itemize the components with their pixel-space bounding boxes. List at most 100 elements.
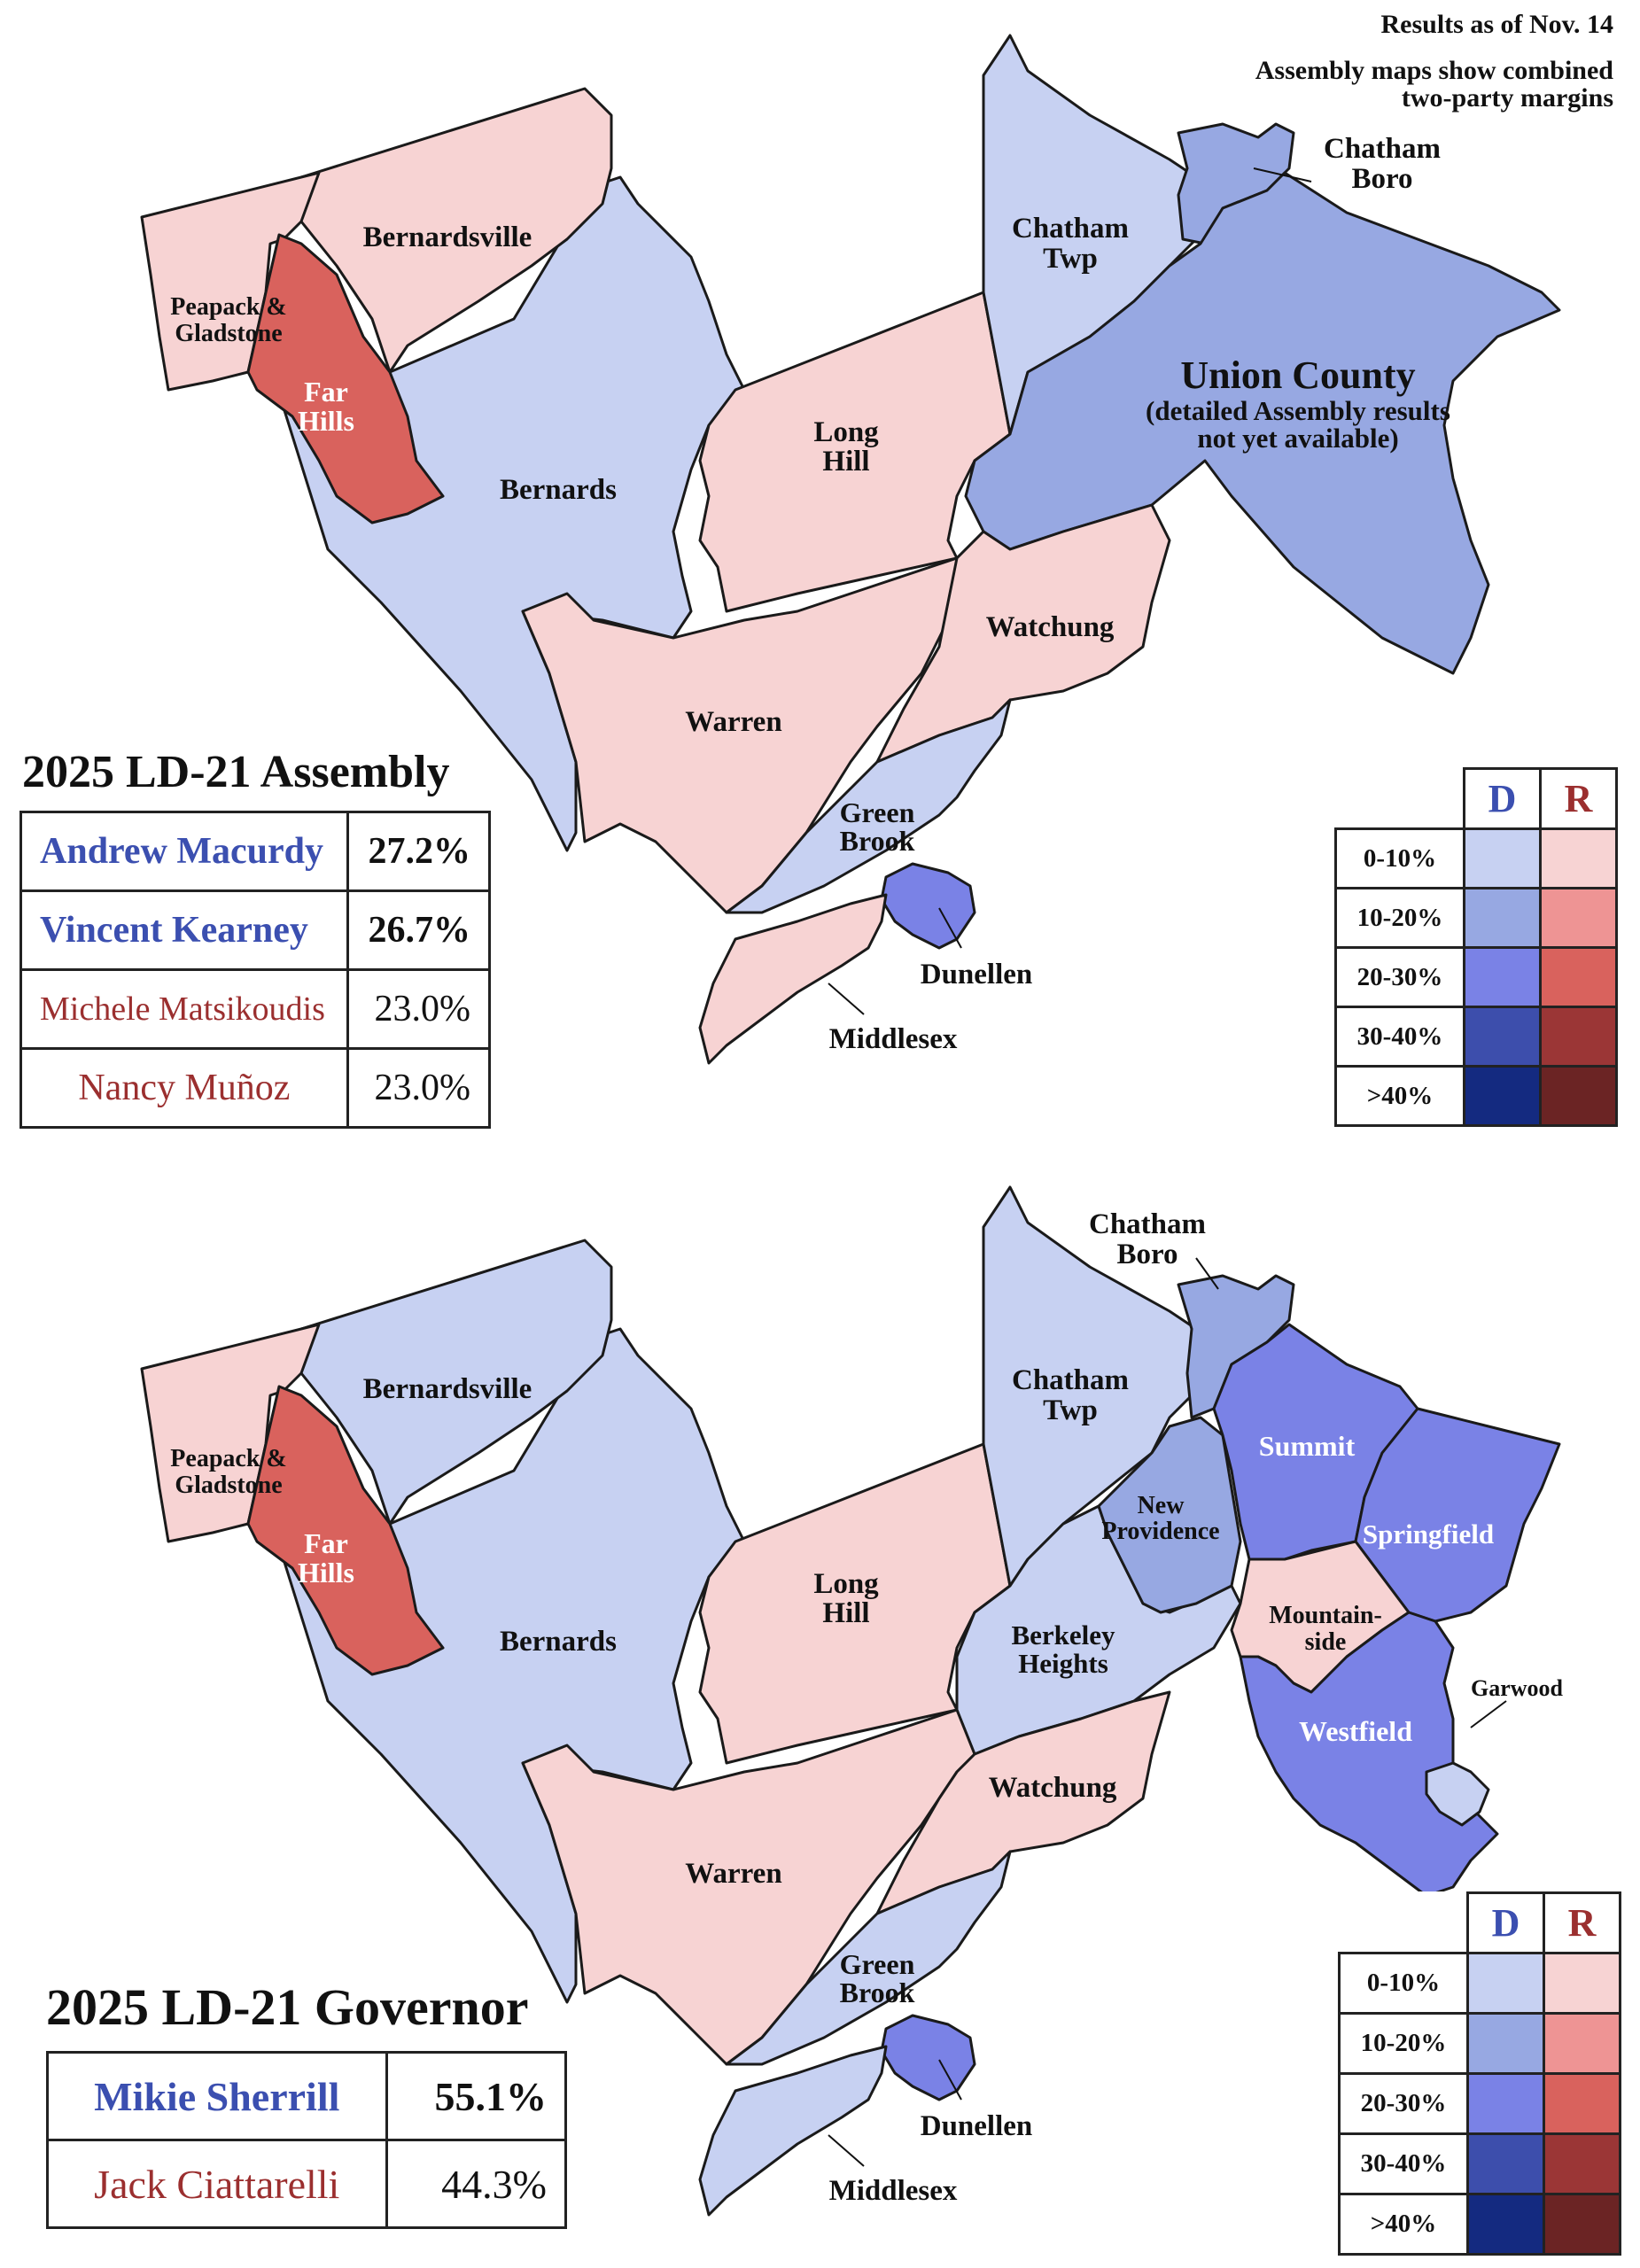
region-middlesex xyxy=(698,2045,888,2217)
region-far-hills xyxy=(246,1385,445,1676)
candidate-name: Vincent Kearney xyxy=(19,889,349,971)
label-green-brook-1: Green xyxy=(840,796,915,828)
region-bernardsville xyxy=(299,87,613,374)
legend-swatch xyxy=(1539,1065,1618,1127)
assembly-title: 2025 LD-21 Assembly xyxy=(22,747,450,797)
candidate-name: Andrew Macurdy xyxy=(19,811,349,892)
legend-bin-label: 10-20% xyxy=(1334,887,1465,949)
legend-r-header: R xyxy=(1539,767,1618,830)
candidate-name: Nancy Muñoz xyxy=(19,1047,349,1129)
legend-swatch xyxy=(1466,1952,1545,2015)
label-bernards: Bernards xyxy=(500,474,617,506)
region-union-county xyxy=(964,171,1561,675)
label-green-brook-2: Brook xyxy=(840,825,915,857)
governor-result-row: Jack Ciattarelli 44.3% xyxy=(46,2139,568,2229)
legend-swatch xyxy=(1539,827,1618,889)
label-peapack-2: Gladstone xyxy=(175,1472,282,1499)
label-chatham-twp-2: Twp xyxy=(1043,1394,1098,1426)
assembly-result-row: Andrew Macurdy 27.2% xyxy=(19,811,492,892)
candidate-pct: 27.2% xyxy=(346,811,492,892)
label-union-sub-1: (detailed Assembly results xyxy=(1146,395,1450,426)
assembly-map: Bernardsville Peapack & Gladstone Far Hi… xyxy=(140,34,1561,1065)
candidate-pct: 26.7% xyxy=(346,889,492,971)
label-long-hill-1: Long xyxy=(813,1568,879,1600)
assembly-result-row: Vincent Kearney 26.7% xyxy=(19,889,492,971)
legend-swatch xyxy=(1466,2193,1545,2256)
label-chatham-boro-2: Boro xyxy=(1351,163,1412,195)
governor-panel: Bernardsville Peapack & Gladstone Far Hi… xyxy=(0,1152,1640,2268)
label-garwood: Garwood xyxy=(1471,1675,1564,1701)
label-peapack-2: Gladstone xyxy=(175,320,282,347)
region-dunellen xyxy=(880,2014,976,2101)
assembly-results-table: Andrew Macurdy 27.2% Vincent Kearney 26.… xyxy=(19,811,492,1129)
region-garwood xyxy=(1425,1761,1490,1827)
region-bernards xyxy=(282,175,746,852)
label-middlesex: Middlesex xyxy=(829,1023,958,1055)
label-chatham-boro-1: Chatham xyxy=(1089,1208,1206,1240)
region-warren xyxy=(521,530,985,914)
legend-swatch xyxy=(1463,827,1542,889)
label-union-county: Union County xyxy=(1180,353,1415,397)
assembly-note-line2: two-party margins xyxy=(1401,83,1613,113)
label-bernardsville: Bernardsville xyxy=(363,1373,532,1405)
legend-bin-label: 0-10% xyxy=(1338,1952,1469,2015)
legend-swatch xyxy=(1543,2012,1621,2075)
label-warren: Warren xyxy=(685,706,781,738)
label-chatham-boro-1: Chatham xyxy=(1324,133,1441,165)
legend-swatch xyxy=(1543,2072,1621,2135)
label-summit: Summit xyxy=(1259,1430,1356,1462)
label-long-hill-2: Hill xyxy=(822,446,869,478)
label-watchung: Watchung xyxy=(989,1772,1117,1804)
region-green-brook xyxy=(725,1850,1012,2066)
region-watchung xyxy=(875,1690,1171,1915)
region-new-providence xyxy=(1097,1416,1242,1614)
label-chatham-twp-1: Chatham xyxy=(1012,1364,1129,1396)
assembly-panel: Bernardsville Peapack & Gladstone Far Hi… xyxy=(19,10,1618,1129)
legend-bin-label: 0-10% xyxy=(1334,827,1465,889)
label-mountainside-2: side xyxy=(1305,1628,1347,1656)
governor-title: 2025 LD-21 Governor xyxy=(46,1978,529,2036)
region-green-brook xyxy=(725,698,1012,914)
assembly-result-row: Michele Matsikoudis 23.0% xyxy=(19,968,492,1050)
region-watchung xyxy=(875,503,1171,764)
candidate-pct: 23.0% xyxy=(346,1047,492,1129)
label-watchung: Watchung xyxy=(986,611,1115,643)
candidate-name: Mikie Sherrill xyxy=(46,2051,388,2141)
label-chatham-boro-2: Boro xyxy=(1116,1239,1178,1270)
label-peapack-1: Peapack & xyxy=(170,293,286,321)
legend-swatch xyxy=(1463,1006,1542,1068)
legend-swatch xyxy=(1539,887,1618,949)
governor-map: Bernardsville Peapack & Gladstone Far Hi… xyxy=(140,1185,1564,2217)
candidate-name: Michele Matsikoudis xyxy=(19,968,349,1050)
region-bernardsville xyxy=(299,1239,613,1526)
governor-result-row: Mikie Sherrill 55.1% xyxy=(46,2051,568,2141)
region-bernards xyxy=(282,1327,746,2004)
legend-swatch xyxy=(1543,2132,1621,2195)
label-chatham-twp-2: Twp xyxy=(1043,243,1098,275)
assembly-legend: D R 0-10% 10-20% 20-30% 30-40% >40% xyxy=(1334,767,1618,1127)
legend-bin-label: 30-40% xyxy=(1338,2132,1469,2195)
legend-swatch xyxy=(1539,946,1618,1008)
legend-swatch xyxy=(1539,1006,1618,1068)
legend-swatch xyxy=(1466,2012,1545,2075)
candidate-pct: 55.1% xyxy=(385,2051,568,2141)
label-green-brook-1: Green xyxy=(840,1948,915,1980)
legend-bin-label: 20-30% xyxy=(1338,2072,1469,2135)
assembly-note-line1: Assembly maps show combined xyxy=(1255,56,1613,85)
legend-swatch xyxy=(1466,2072,1545,2135)
results-date-note: Results as of Nov. 14 xyxy=(1380,10,1613,39)
label-mountainside-1: Mountain- xyxy=(1269,1602,1382,1629)
legend-swatch xyxy=(1463,1065,1542,1127)
governor-results-table: Mikie Sherrill 55.1% Jack Ciattarelli 44… xyxy=(46,2051,568,2229)
label-union-sub-2: not yet available) xyxy=(1197,423,1398,454)
region-dunellen xyxy=(880,862,976,950)
label-green-brook-2: Brook xyxy=(840,1977,915,2008)
legend-swatch xyxy=(1463,946,1542,1008)
label-peapack-1: Peapack & xyxy=(170,1445,286,1472)
candidate-pct: 44.3% xyxy=(385,2139,568,2229)
legend-swatch xyxy=(1463,887,1542,949)
label-dunellen: Dunellen xyxy=(921,2110,1033,2142)
legend-r-header: R xyxy=(1543,1891,1621,1954)
legend-bin-label: >40% xyxy=(1334,1065,1465,1127)
label-long-hill-2: Hill xyxy=(822,1597,869,1629)
